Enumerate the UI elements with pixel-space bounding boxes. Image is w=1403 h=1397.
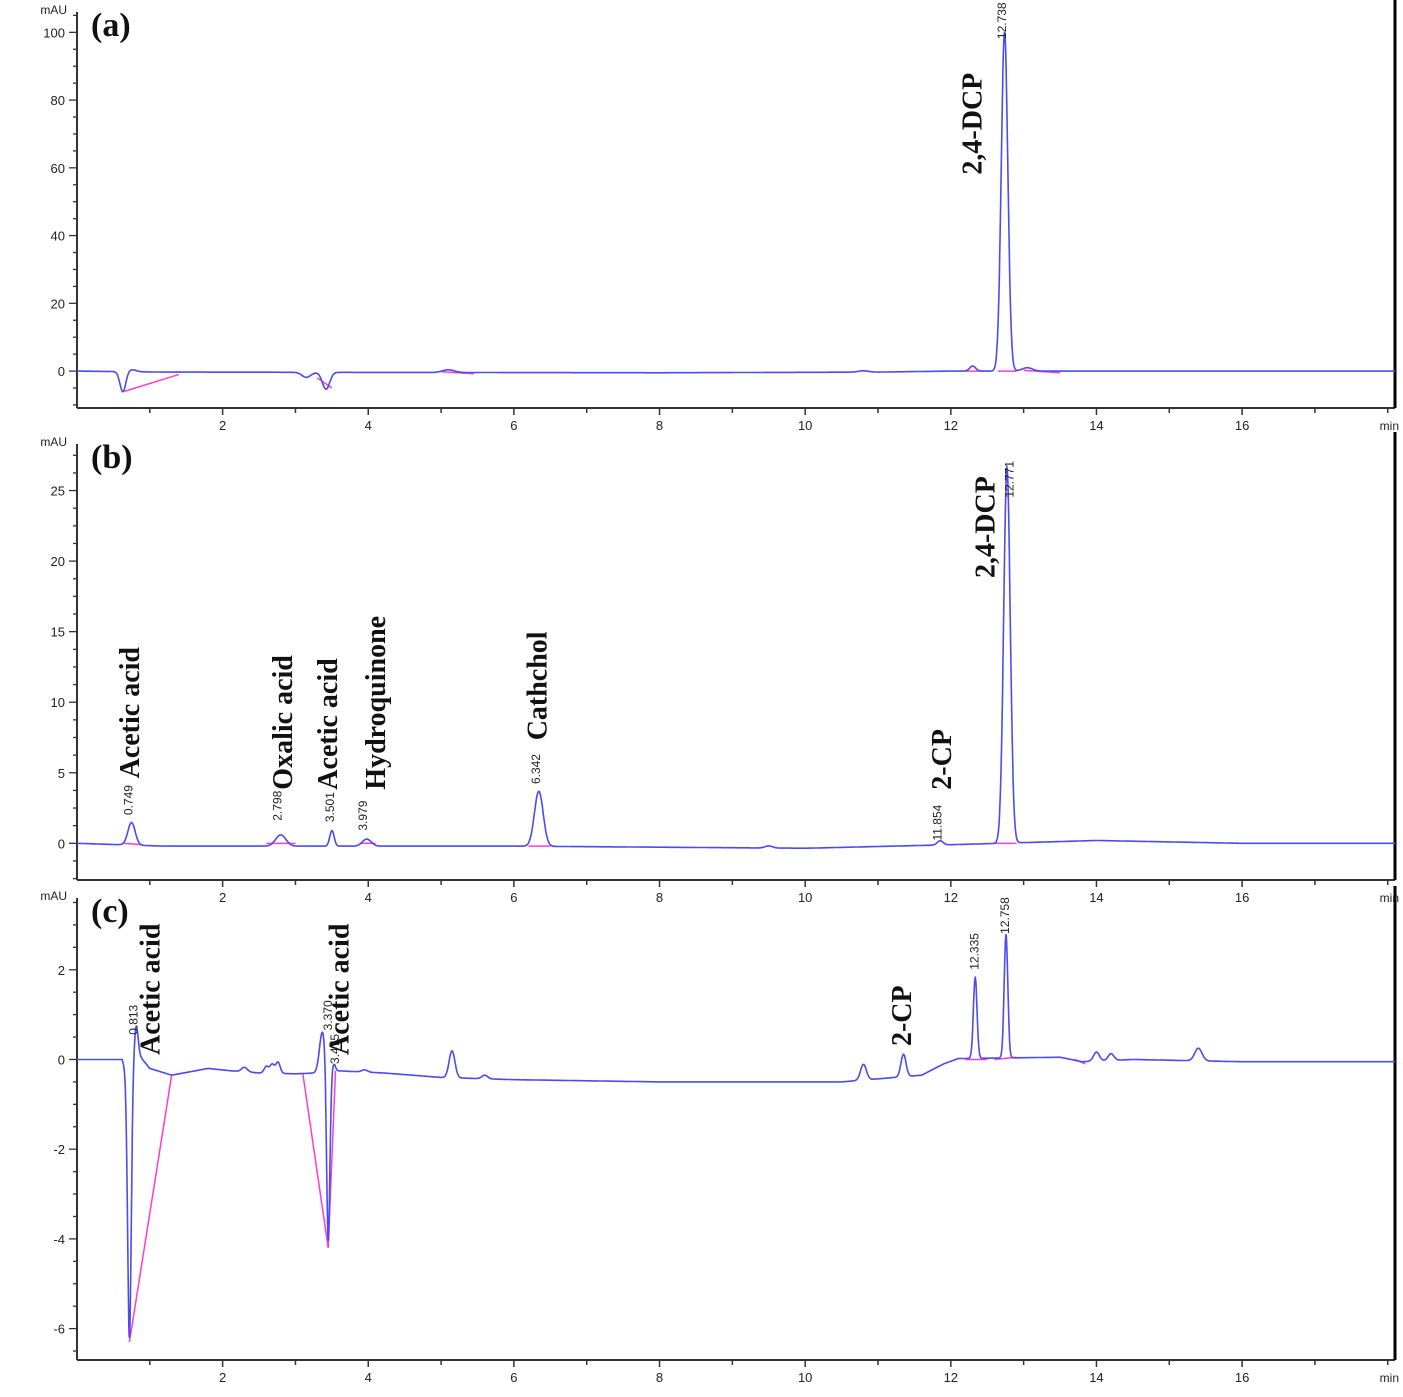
retention-time-label: 12.758 [998,897,1012,934]
integration-baseline [128,1075,173,1343]
integration-baseline [124,373,180,393]
y-tick-label: 25 [51,484,65,499]
compound-label: Hydroquinone [361,616,392,790]
x-tick-label: 14 [1089,890,1103,905]
y-tick-label: 60 [51,161,65,176]
x-tick-label: 14 [1089,418,1103,433]
x-tick-label: 12 [944,418,958,433]
x-axis-unit: min [1380,419,1399,433]
retention-time-label: 3.475 [328,1034,342,1064]
x-tick-label: 4 [365,1370,372,1385]
retention-time-label: 3.501 [323,792,337,822]
panel-label: (a) [91,7,131,44]
x-tick-label: 16 [1235,890,1249,905]
y-axis-unit: mAU [40,435,67,449]
x-tick-label: 4 [365,890,372,905]
y-tick-label: 0 [58,1052,65,1067]
compound-label: 2,4-DCP [971,476,1002,578]
retention-time-label: 0.749 [121,785,135,815]
x-tick-label: 6 [510,1370,517,1385]
integration-baseline [316,377,333,389]
x-tick-label: 10 [798,890,812,905]
retention-time-label: 12.335 [967,933,981,970]
chromatogram-trace [77,464,1395,850]
y-tick-label: -2 [53,1142,65,1157]
y-tick-label: 0 [58,836,65,851]
y-tick-label: 15 [51,625,65,640]
x-tick-label: 2 [219,1370,226,1385]
y-tick-label: 2 [58,963,65,978]
x-axis-unit: min [1380,1371,1399,1385]
x-tick-label: 16 [1235,418,1249,433]
compound-label: Acetic acid [313,658,344,790]
y-tick-label: 20 [51,554,65,569]
x-tick-label: 6 [510,890,517,905]
x-tick-label: 2 [219,418,226,433]
x-tick-label: 12 [944,1370,958,1385]
compound-label: 2-CP [927,729,958,790]
y-tick-label: -6 [53,1322,65,1337]
panel-label: (b) [91,439,133,476]
compound-label: 2,4-DCP [957,73,988,175]
integration-baseline [441,371,474,375]
compound-label: Cathchol [523,631,554,740]
x-tick-label: 8 [656,1370,663,1385]
x-tick-label: 12 [944,890,958,905]
y-tick-label: 0 [58,364,65,379]
y-tick-label: 5 [58,766,65,781]
y-tick-label: -4 [53,1232,65,1247]
x-tick-label: 10 [798,1370,812,1385]
x-tick-label: 4 [365,418,372,433]
integration-baseline [301,1072,329,1248]
chart-panel-a: 2 4 6 8 10 12 14 16 0 20 40 60 80 100 mAU min (a) 12.738 2… [40,0,1399,433]
x-tick-label: 16 [1235,1370,1249,1385]
y-tick-label: 20 [51,296,65,311]
compound-label: Acetic acid [325,923,356,1055]
compound-label: 2-CP [887,985,918,1046]
retention-time-label: 0.813 [126,1004,140,1034]
chart-panel-c: 2 4 6 8 10 12 14 16 -6 -4 -2 0 2 mAU min (c) 0.813 3.370 3… [40,886,1399,1385]
chromatogram-trace [77,934,1395,1338]
retention-time-label: 2.798 [271,790,285,820]
x-tick-label: 10 [798,418,812,433]
chromatogram-trace [77,31,1395,393]
y-tick-label: 10 [51,695,65,710]
retention-time-label: 3.370 [321,1000,335,1030]
y-tick-label: 80 [51,93,65,108]
compound-label: Acetic acid [115,647,146,779]
x-tick-label: 2 [219,890,226,905]
x-tick-label: 6 [510,418,517,433]
y-tick-label: 40 [51,229,65,244]
x-tick-label: 14 [1089,1370,1103,1385]
y-tick-label: 100 [43,25,65,40]
compound-label: Oxalic acid [268,655,299,790]
retention-time-label: 12.738 [995,2,1009,39]
y-axis-unit: mAU [40,889,67,903]
y-axis-unit: mAU [40,3,67,17]
x-tick-label: 8 [656,890,663,905]
panel-label: (c) [91,893,129,930]
retention-time-label: 3.979 [356,800,370,830]
integration-baseline [124,842,143,846]
retention-time-label: 6.342 [529,754,543,784]
retention-time-label: 12.771 [1002,461,1016,498]
compound-label: Acetic acid [135,923,166,1055]
retention-time-label: 11.854 [930,804,944,840]
x-tick-label: 8 [656,418,663,433]
